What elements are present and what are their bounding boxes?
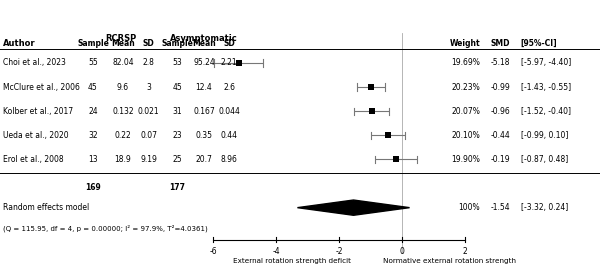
Text: Normative external rotation strength: Normative external rotation strength	[383, 258, 516, 264]
Text: 32: 32	[88, 131, 98, 140]
Text: -0.19: -0.19	[490, 155, 510, 164]
Text: 95.24: 95.24	[193, 58, 215, 67]
Text: Mean: Mean	[192, 39, 216, 48]
Text: SD: SD	[223, 39, 235, 48]
Text: 13: 13	[88, 155, 98, 164]
Text: 45: 45	[173, 82, 182, 91]
Text: 31: 31	[173, 107, 182, 116]
Text: 45: 45	[88, 82, 98, 91]
Text: 25: 25	[173, 155, 182, 164]
Text: 100%: 100%	[458, 203, 480, 212]
Text: 2.6: 2.6	[223, 82, 235, 91]
Text: 18.9: 18.9	[115, 155, 131, 164]
Text: (Q = 115.95, df = 4, p = 0.00000; I² = 97.9%, T²=4.0361): (Q = 115.95, df = 4, p = 0.00000; I² = 9…	[3, 224, 208, 232]
Text: 0.07: 0.07	[140, 131, 157, 140]
Text: 20.10%: 20.10%	[451, 131, 480, 140]
Polygon shape	[298, 200, 410, 215]
Text: -6: -6	[209, 247, 217, 256]
Text: [-1.43, -0.55]: [-1.43, -0.55]	[521, 82, 571, 91]
Text: 9.19: 9.19	[140, 155, 157, 164]
Text: 0.35: 0.35	[196, 131, 212, 140]
Text: -1.54: -1.54	[490, 203, 510, 212]
Text: 0: 0	[400, 247, 404, 256]
Text: 177: 177	[170, 183, 185, 192]
Text: McClure et al., 2006: McClure et al., 2006	[3, 82, 80, 91]
Text: 3: 3	[146, 82, 151, 91]
Text: Weight: Weight	[449, 39, 480, 48]
Text: Choi et al., 2023: Choi et al., 2023	[3, 58, 66, 67]
Text: 24: 24	[88, 107, 98, 116]
Text: Author: Author	[3, 39, 35, 48]
Text: 169: 169	[85, 183, 101, 192]
Text: External rotation strength deficit: External rotation strength deficit	[233, 258, 351, 264]
Text: 0.44: 0.44	[221, 131, 238, 140]
Text: 12.4: 12.4	[196, 82, 212, 91]
Text: [-0.87, 0.48]: [-0.87, 0.48]	[521, 155, 568, 164]
Text: 53: 53	[173, 58, 182, 67]
Text: 2.21: 2.21	[221, 58, 238, 67]
Text: -0.96: -0.96	[490, 107, 510, 116]
Text: [-0.99, 0.10]: [-0.99, 0.10]	[521, 131, 568, 140]
Text: SD: SD	[143, 39, 155, 48]
Text: -0.99: -0.99	[490, 82, 510, 91]
Text: Sample: Sample	[77, 39, 109, 48]
Text: Random effects model: Random effects model	[3, 203, 89, 212]
Text: RCRSP: RCRSP	[105, 34, 137, 43]
Text: Kolber et al., 2017: Kolber et al., 2017	[3, 107, 73, 116]
Text: 23: 23	[173, 131, 182, 140]
Text: [95%-CI]: [95%-CI]	[521, 39, 557, 48]
Text: Asymptomatic: Asymptomatic	[170, 34, 237, 43]
Text: 0.044: 0.044	[218, 107, 240, 116]
Text: Ueda et al., 2020: Ueda et al., 2020	[3, 131, 68, 140]
Text: 0.132: 0.132	[112, 107, 134, 116]
Text: 0.22: 0.22	[115, 131, 131, 140]
Text: -4: -4	[272, 247, 280, 256]
Text: 19.90%: 19.90%	[451, 155, 480, 164]
Text: 8.96: 8.96	[221, 155, 238, 164]
Text: Mean: Mean	[111, 39, 135, 48]
Text: 20.23%: 20.23%	[451, 82, 480, 91]
Text: 82.04: 82.04	[112, 58, 134, 67]
Text: -2: -2	[335, 247, 343, 256]
Text: 9.6: 9.6	[117, 82, 129, 91]
Text: 55: 55	[88, 58, 98, 67]
Text: Erol et al., 2008: Erol et al., 2008	[3, 155, 64, 164]
Text: Sample: Sample	[161, 39, 194, 48]
Text: 20.07%: 20.07%	[451, 107, 480, 116]
Text: 2.8: 2.8	[143, 58, 155, 67]
Text: -0.44: -0.44	[490, 131, 510, 140]
Text: -5.18: -5.18	[491, 58, 510, 67]
Text: [-1.52, -0.40]: [-1.52, -0.40]	[521, 107, 571, 116]
Text: [-5.97, -4.40]: [-5.97, -4.40]	[521, 58, 571, 67]
Text: [-3.32, 0.24]: [-3.32, 0.24]	[521, 203, 568, 212]
Text: 19.69%: 19.69%	[451, 58, 480, 67]
Text: 20.7: 20.7	[196, 155, 212, 164]
Text: SMD: SMD	[491, 39, 510, 48]
Text: 2: 2	[463, 247, 467, 256]
Text: 0.167: 0.167	[193, 107, 215, 116]
Text: 0.021: 0.021	[138, 107, 160, 116]
